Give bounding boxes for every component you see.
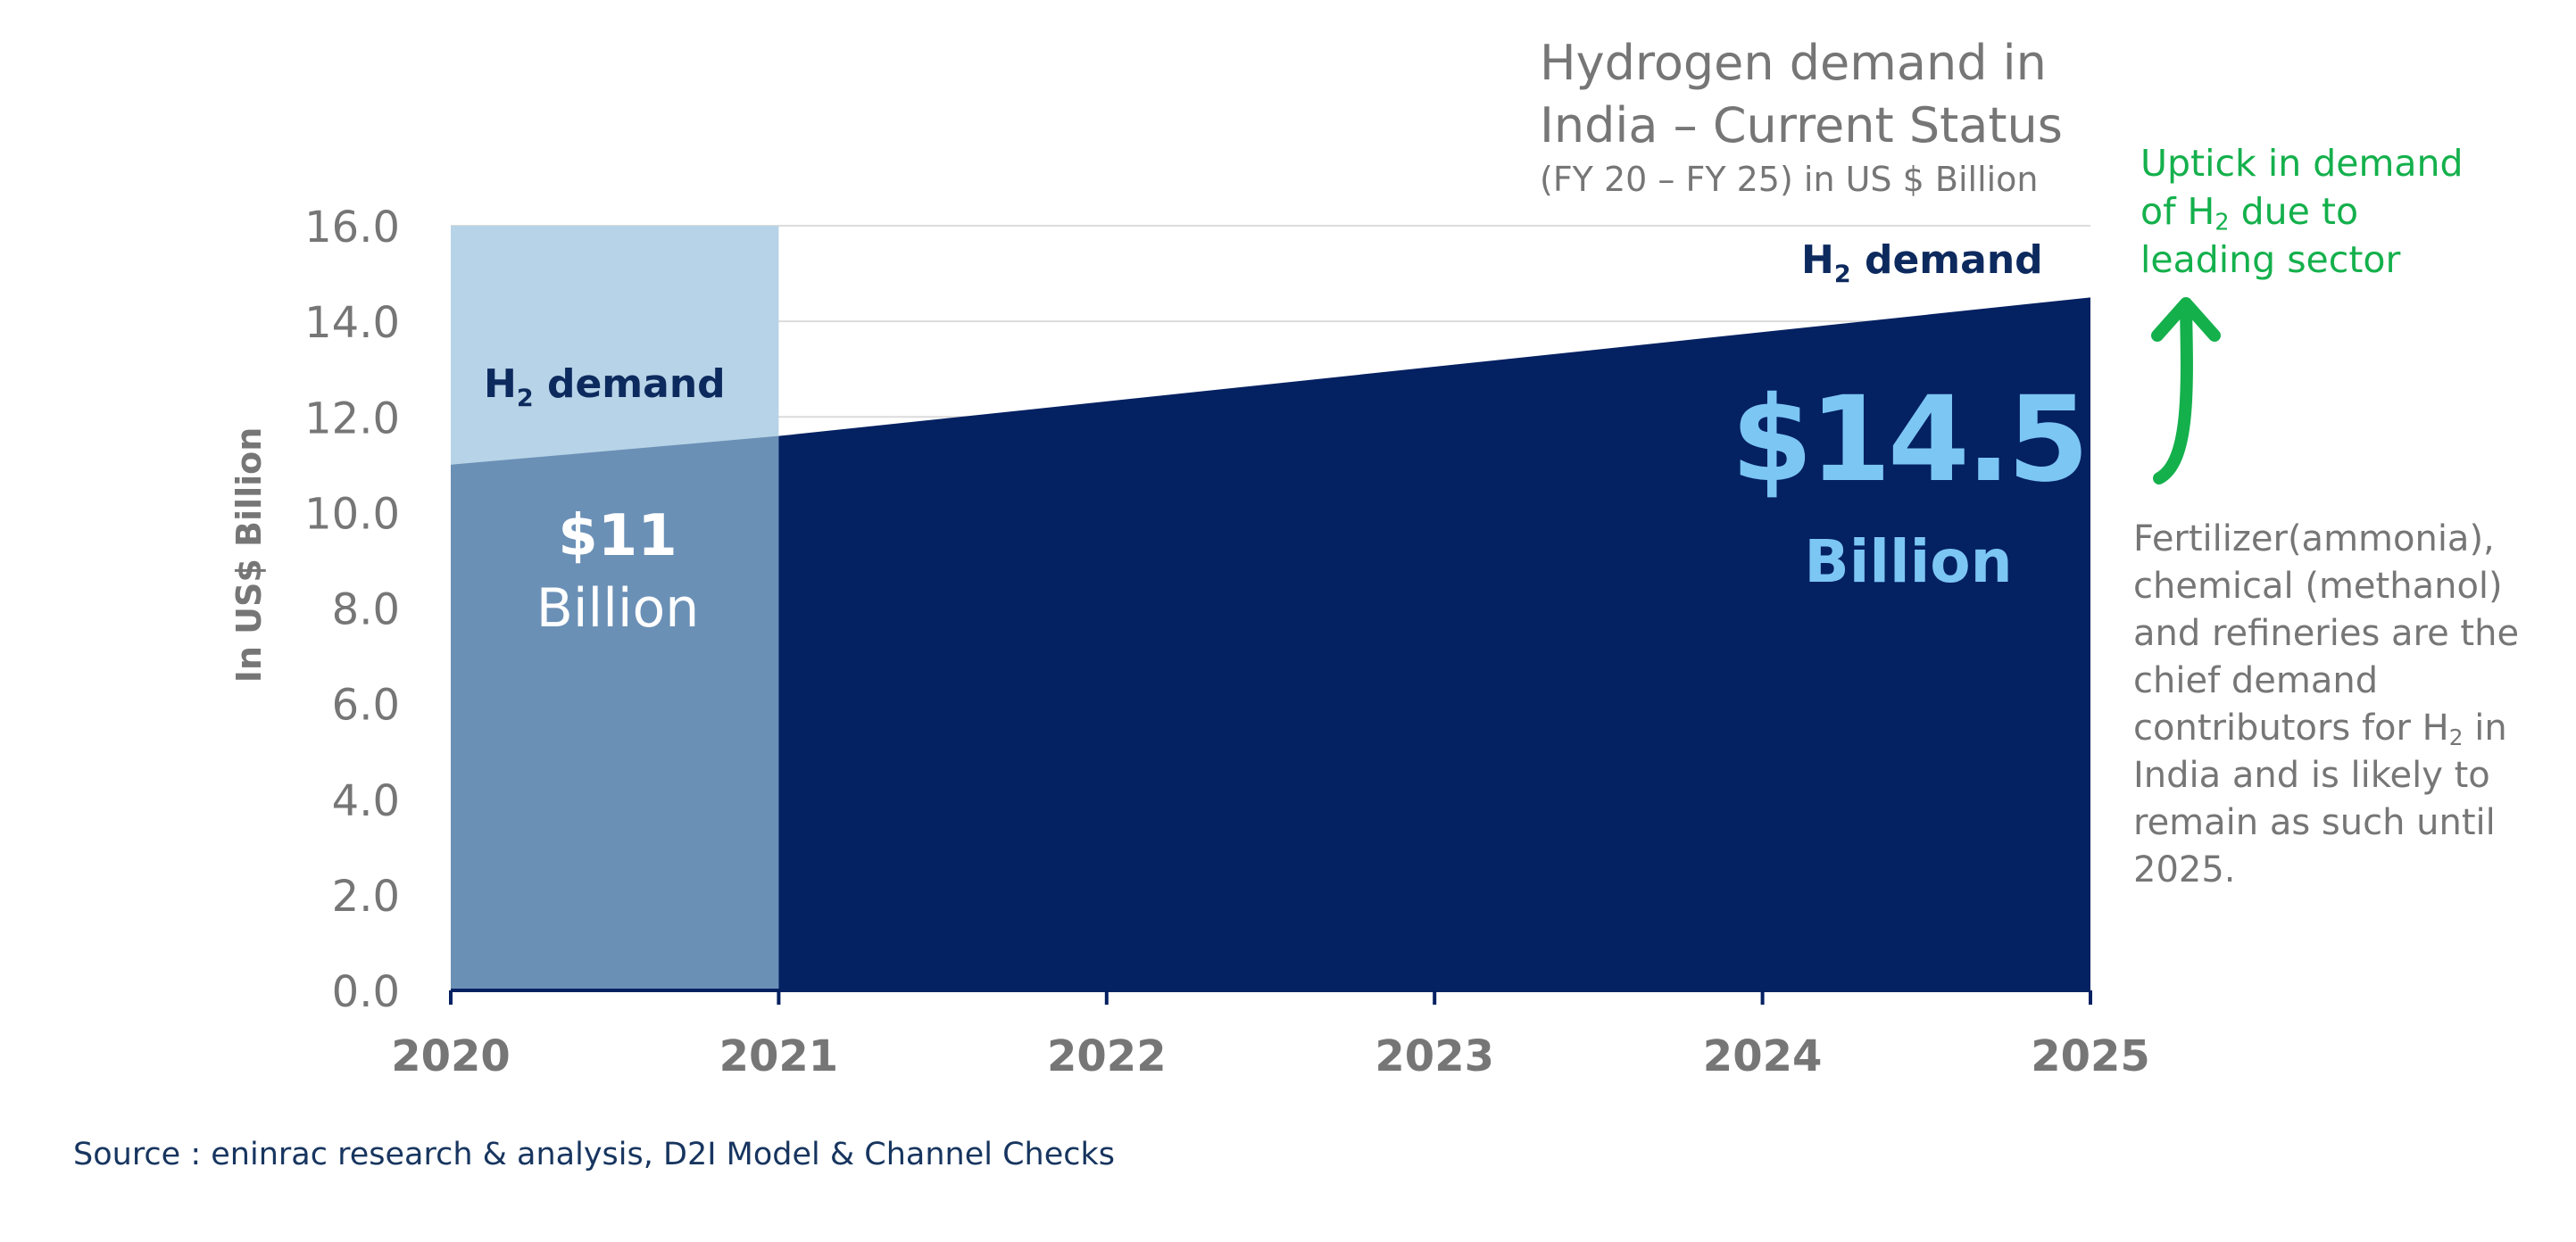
chart-title: Hydrogen demand in India – Current Statu… [1540,35,2063,153]
x-tick-label-3: 2023 [1375,1031,1494,1081]
uptick-note-line3: leading sector [2140,238,2401,281]
uptick-note-suffix: due to [2229,190,2359,233]
unit-label-2025: Billion [1804,527,2012,596]
y-tick-label-7: 14.0 [304,298,400,348]
note-text-part2: in India and is likely to remain as such… [2133,708,2507,890]
area-series-main [778,297,2090,990]
h2-demand-label-2020-suffix: demand [534,361,726,407]
uptick-note-line1: Uptick in demand [2140,142,2464,185]
note-subscript: 2 [2448,724,2464,751]
uptick-note-prefix: of H [2140,190,2215,233]
y-tick-label-8: 16.0 [304,203,400,253]
y-tick-label-3: 6.0 [332,681,400,731]
source-note: Source : eninrac research & analysis, D2… [73,1137,1116,1172]
chart-subtitle: (FY 20 – FY 25) in US $ Billion [1540,160,2039,199]
demand-contributors-note: Fertilizer(ammonia), chemical (methanol)… [2133,516,2562,894]
x-tick-label-5: 2025 [2031,1031,2150,1081]
h2-demand-label-2020-subscript: 2 [517,385,534,412]
h2-demand-label-2025-prefix: H [1801,237,1834,283]
note-text-part1: Fertilizer(ammonia), chemical (methanol)… [2133,518,2520,749]
h2-demand-label-2020-prefix: H [484,361,517,407]
value-label-2020: $11 [558,503,677,569]
y-tick-label-1: 2.0 [332,872,400,922]
x-tick-label-0: 2020 [391,1031,511,1081]
y-tick-label-4: 8.0 [332,585,400,635]
y-tick-label-2: 4.0 [332,776,400,826]
h2-demand-label-2025-suffix: demand [1851,237,2043,283]
y-tick-label-5: 10.0 [304,489,400,539]
y-tick-label-0: 0.0 [332,967,400,1017]
x-tick-label-2: 2022 [1047,1031,1167,1081]
unit-label-2020: Billion [536,577,700,640]
h2-demand-label-2025-subscript: 2 [1834,261,1851,288]
x-tick-label-1: 2021 [719,1031,839,1081]
area-layer [451,297,2090,990]
uptick-note-subscript: 2 [2215,208,2230,236]
uptick-note: Uptick in demand of H2 due to leading se… [2140,139,2515,284]
up-arrow-icon [2151,297,2221,484]
h2-demand-label-2020: H2 demand [484,361,726,412]
value-label-2025: $14.5 [1731,371,2086,509]
axes: 0.0 2.0 4.0 6.0 8.0 10.0 12.0 14.0 16.0 2020 2021 2… [229,203,2150,1081]
y-axis-title: In US$ Billion [229,427,269,683]
y-tick-label-6: 12.0 [304,393,400,443]
uptick-note-line2: of H2 due to [2140,187,2515,236]
area-series-band-section [451,435,779,990]
x-tick-label-4: 2024 [1703,1031,1823,1081]
h2-demand-label-2025: H2 demand [1801,237,2043,288]
